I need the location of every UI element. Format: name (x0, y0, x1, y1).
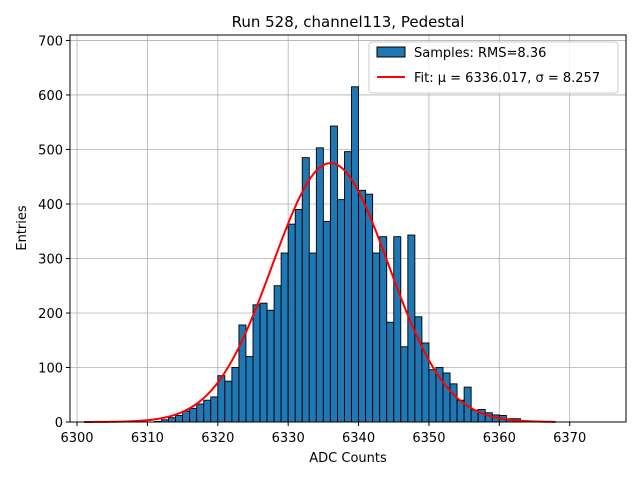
y-tick-label: 600 (38, 89, 63, 104)
fit-curve (84, 162, 556, 423)
histogram-bar (196, 403, 205, 423)
y-axis-label: Entries (15, 205, 30, 251)
x-tick-label: 6310 (131, 431, 164, 446)
histogram-bar (344, 151, 352, 423)
histogram-bar (273, 285, 282, 423)
histogram-bar (280, 252, 289, 423)
histogram-bar (308, 252, 317, 423)
histogram-bar (358, 189, 367, 423)
histogram-bar (168, 417, 177, 423)
y-tick-label: 200 (38, 307, 63, 322)
histogram-bar (175, 415, 184, 423)
histogram-bar (189, 407, 198, 423)
legend-fit-label: Fit: μ = 6336.017, σ = 8.257 (414, 71, 600, 86)
legend: Samples: RMS=8.36 Fit: μ = 6336.017, σ =… (368, 41, 619, 94)
histogram-bar (442, 372, 451, 423)
y-tick-label: 300 (38, 252, 63, 267)
x-tick-label: 6320 (201, 431, 234, 446)
histogram-bar (224, 380, 233, 423)
histogram-bar (294, 208, 303, 423)
histogram-bar (315, 147, 324, 423)
legend-box (368, 41, 619, 94)
histogram-bar (182, 410, 191, 423)
histogram-bar (245, 356, 254, 423)
histogram-bar (379, 236, 388, 423)
histogram-bar (386, 321, 395, 423)
histogram-bar (266, 309, 275, 423)
histogram-bar (336, 199, 345, 423)
histogram-bar (329, 125, 338, 423)
histogram-bar (210, 396, 219, 423)
chart-title: Run 528, channel113, Pedestal (232, 13, 465, 31)
y-axis-ticks: 0 100 200 300 400 500 600 700 (38, 34, 70, 431)
x-axis-label: ADC Counts (309, 451, 387, 466)
histogram-bars (154, 86, 521, 423)
x-tick-label: 6340 (342, 431, 375, 446)
histogram-bar (301, 157, 310, 423)
histogram-bar (365, 193, 374, 423)
histogram-bar (372, 252, 381, 423)
histogram-bar (322, 220, 331, 423)
histogram-bar (393, 236, 402, 423)
y-tick-label: 700 (38, 34, 63, 49)
x-tick-label: 6350 (412, 431, 445, 446)
y-tick-label: 500 (38, 143, 63, 158)
legend-samples-label: Samples: RMS=8.36 (414, 46, 546, 61)
y-tick-label: 0 (55, 416, 63, 431)
histogram-bar (351, 86, 360, 423)
histogram-bar (287, 223, 296, 423)
histogram-bar (203, 399, 212, 423)
histogram-bar (400, 346, 409, 423)
histogram-bar (449, 383, 458, 423)
histogram-bar (231, 367, 240, 423)
x-tick-label: 6300 (60, 431, 93, 446)
x-tick-label: 6330 (272, 431, 305, 446)
histogram-bar (252, 304, 261, 423)
x-tick-label: 6370 (553, 431, 586, 446)
histogram-bar (428, 369, 437, 423)
fit-curve-layer (84, 162, 556, 423)
y-tick-label: 400 (38, 198, 63, 213)
histogram-bar (259, 302, 268, 423)
plot-frame (69, 34, 627, 423)
x-tick-label: 6360 (483, 431, 516, 446)
legend-samples-swatch (376, 46, 406, 58)
x-axis-ticks: 6300 6310 6320 6330 6340 6350 6360 6370 (60, 422, 586, 446)
y-tick-label: 100 (38, 361, 63, 376)
